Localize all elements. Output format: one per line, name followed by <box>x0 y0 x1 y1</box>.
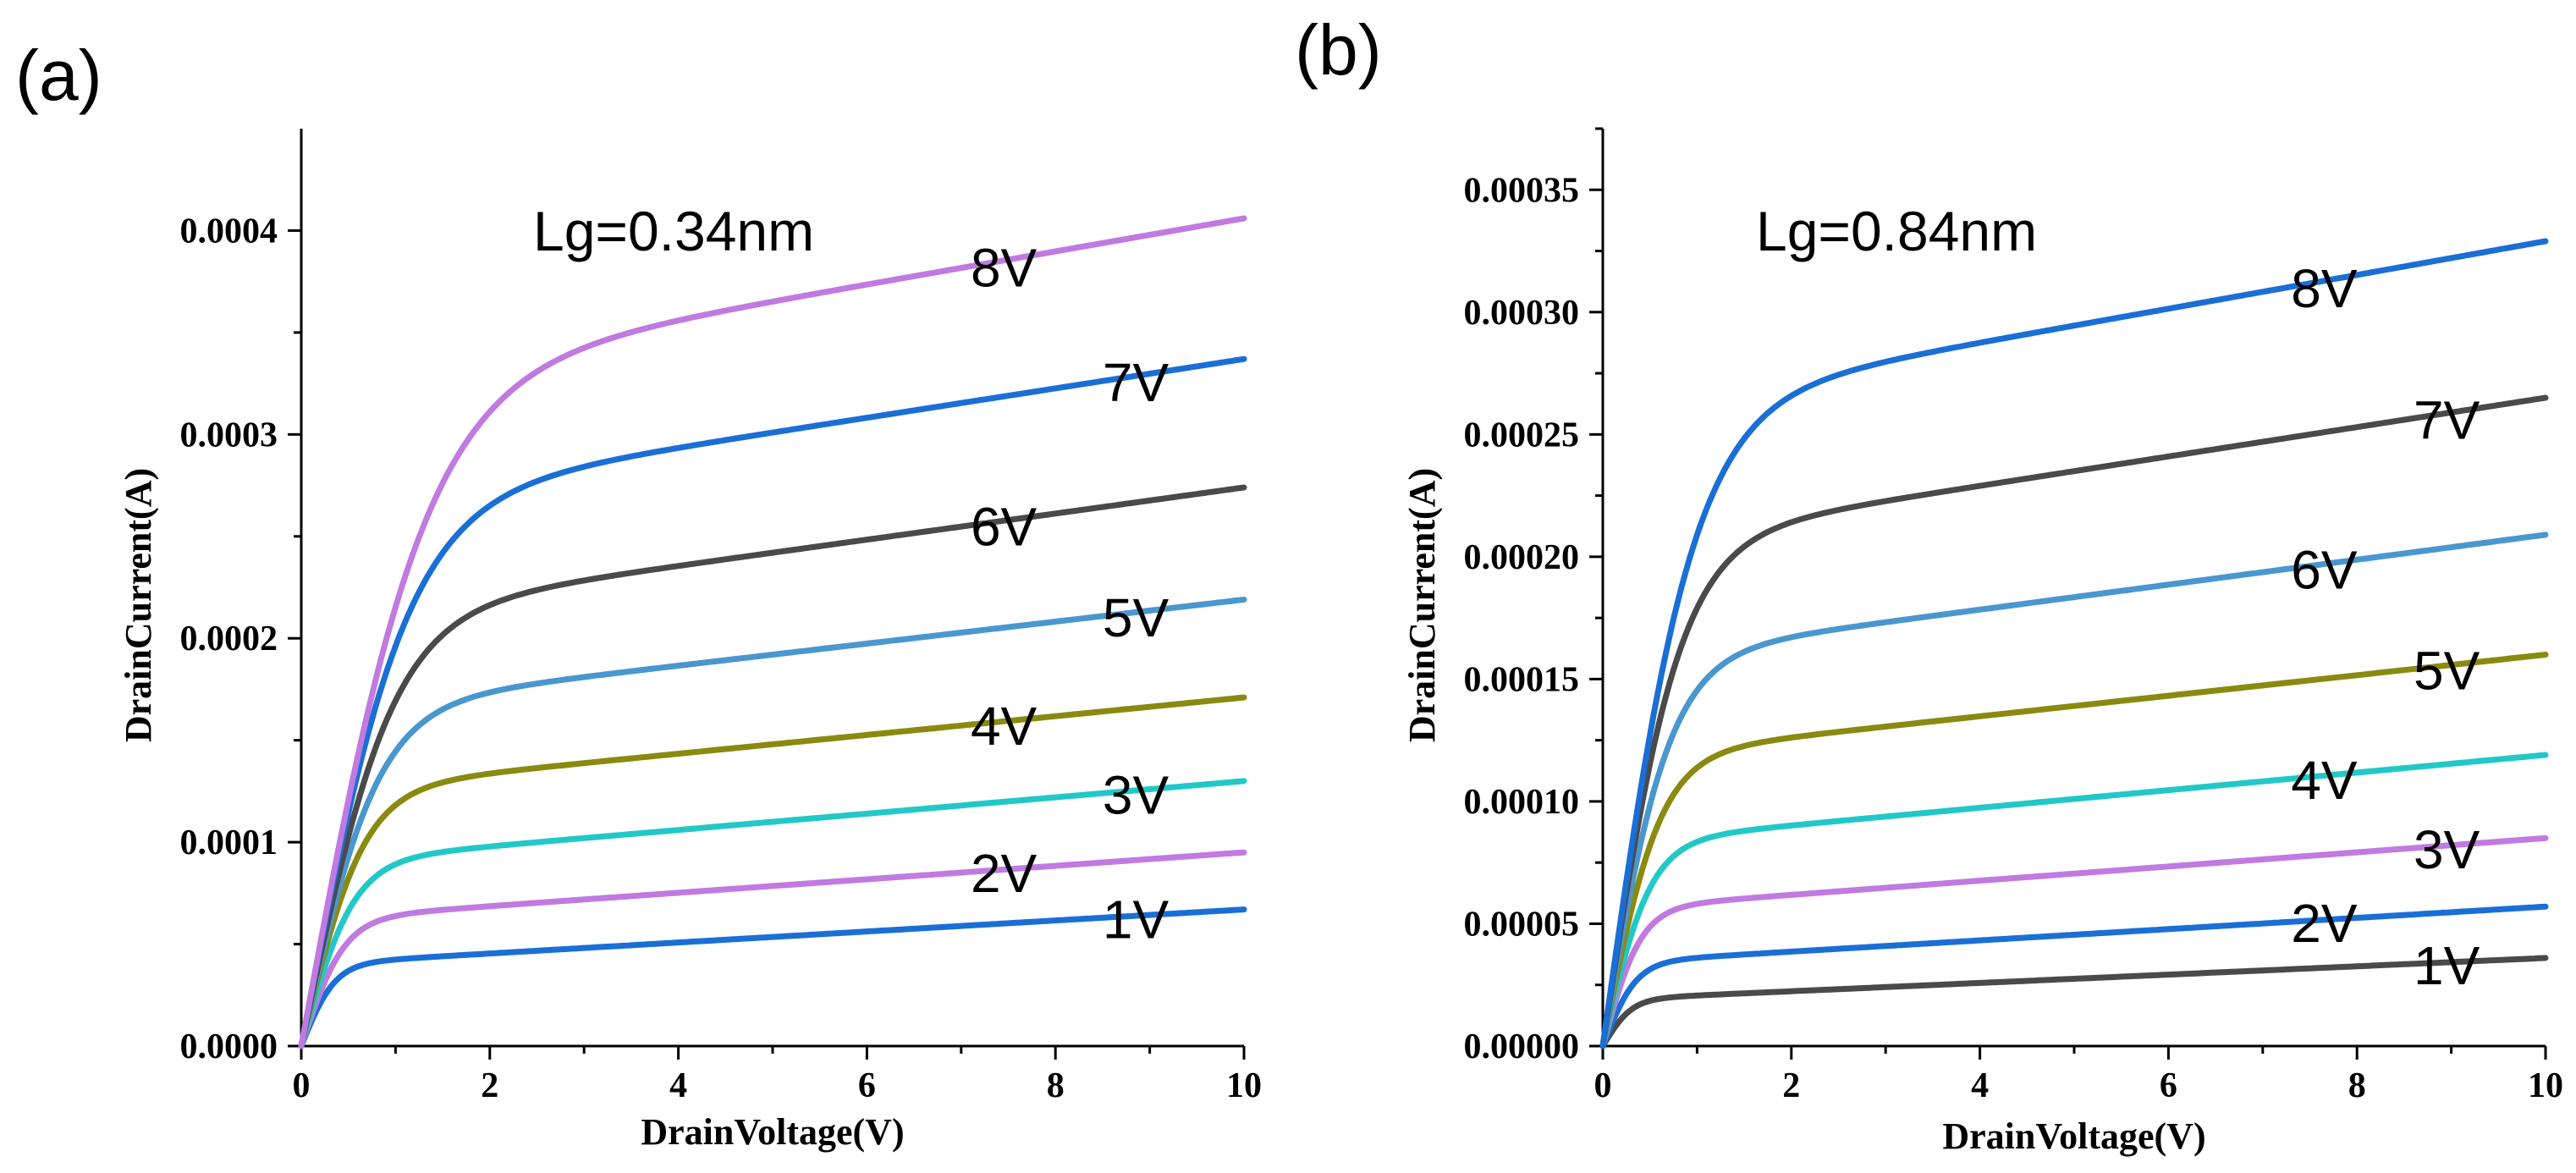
series-line-1V <box>298 906 1247 1049</box>
x-tick-label: 8 <box>2348 1066 2366 1105</box>
x-tick-label: 0 <box>1594 1066 1612 1105</box>
series-label-2V: 2V <box>2291 893 2358 954</box>
series-label-5V: 5V <box>2414 640 2480 701</box>
panel-b-series-labels: 1V 2V 3V 4V 5V 6V 7V 8V <box>2291 258 2480 996</box>
panel-a-annotation: Lg=0.34nm <box>533 200 814 262</box>
y-tick-label: 0.0004 <box>180 212 278 251</box>
x-tick-label: 0 <box>293 1066 311 1105</box>
series-line-4V <box>1599 752 2549 1049</box>
y-tick-label: 0.0001 <box>180 823 278 862</box>
series-line-5V <box>298 597 1247 1049</box>
panel-a: (a) 0 2 4 6 8 10 0.0000 0.0001 0.0002 0.0003 0.000… <box>15 36 1262 1153</box>
series-label-7V: 7V <box>1103 352 1170 413</box>
series-label-5V: 5V <box>1103 587 1170 648</box>
series-line-4V <box>298 694 1247 1049</box>
x-tick-label: 4 <box>1971 1066 1989 1105</box>
panel-a-axes: 0 2 4 6 8 10 0.0000 0.0001 0.0002 0.0003 0.0004 <box>180 129 1262 1105</box>
y-tick-label: 0.0002 <box>180 620 278 658</box>
y-tick-label: 0.0003 <box>180 416 278 454</box>
series-label-8V: 8V <box>2291 258 2358 319</box>
panel-b: (b) 0 2 4 6 8 100.000000.000050.000100.000150… <box>1295 10 2563 1157</box>
series-label-6V: 6V <box>2291 540 2358 601</box>
series-line-1V <box>1599 955 2549 1049</box>
series-line-6V <box>1599 531 2549 1049</box>
x-tick-label: 2 <box>1782 1066 1800 1105</box>
y-tick-label: 0.0000 <box>180 1027 278 1066</box>
x-tick-label: 6 <box>2160 1066 2177 1105</box>
series-line-7V <box>1599 394 2549 1049</box>
y-tick-label: 0.00030 <box>1464 294 1580 333</box>
series-label-6V: 6V <box>971 497 1038 558</box>
series-label-1V: 1V <box>2414 935 2480 996</box>
panel-b-x-axis-title: DrainVoltage(V) <box>1942 1115 2205 1157</box>
series-line-3V <box>1599 834 2549 1049</box>
series-label-3V: 3V <box>2414 819 2480 880</box>
series-label-4V: 4V <box>971 696 1038 757</box>
panel-b-annotation: Lg=0.84nm <box>1756 200 2037 262</box>
panel-a-x-axis-title: DrainVoltage(V) <box>641 1111 904 1153</box>
series-line-6V <box>298 484 1247 1049</box>
panel-b-y-axis-title: DrainCurrent(A) <box>1401 468 1443 742</box>
panel-b-label: (b) <box>1295 10 1382 90</box>
series-line-2V <box>298 849 1247 1049</box>
x-tick-label: 10 <box>1226 1066 1262 1105</box>
series-line-8V <box>298 215 1247 1049</box>
panel-b-curves <box>1599 238 2549 1049</box>
series-line-8V <box>1599 238 2549 1049</box>
x-tick-label: 2 <box>481 1066 498 1105</box>
panel-a-curves <box>298 215 1247 1049</box>
series-line-7V <box>298 355 1247 1049</box>
y-tick-label: 0.00020 <box>1464 538 1580 577</box>
series-label-7V: 7V <box>2414 389 2480 450</box>
series-label-8V: 8V <box>971 238 1038 299</box>
panel-b-axes: 0 2 4 6 8 10 0.00000 0.00005 0.00010 0.00015 0.000… <box>1464 127 2563 1105</box>
panel-a-label: (a) <box>15 36 102 115</box>
x-tick-label: 8 <box>1047 1066 1065 1105</box>
series-label-2V: 2V <box>971 843 1038 904</box>
series-line-2V <box>1599 903 2549 1049</box>
panel-a-y-axis-title: DrainCurrent(A) <box>118 468 159 742</box>
x-tick-label: 10 <box>2528 1066 2563 1105</box>
y-tick-label: 0.00035 <box>1464 171 1580 210</box>
series-label-3V: 3V <box>1103 764 1170 825</box>
y-tick-label: 0.00000 <box>1464 1027 1580 1066</box>
series-label-4V: 4V <box>2291 750 2358 811</box>
panel-a-series-labels: 1V 2V 3V 4V 5V 6V 7V 8V <box>971 238 1170 950</box>
series-line-3V <box>298 778 1247 1049</box>
x-tick-label: 4 <box>669 1066 687 1105</box>
x-tick-label: 6 <box>858 1066 876 1105</box>
y-tick-label: 0.00015 <box>1464 660 1580 699</box>
series-line-5V <box>1599 652 2549 1049</box>
y-tick-label: 0.00005 <box>1464 905 1580 944</box>
y-tick-label: 0.00010 <box>1464 783 1580 822</box>
y-tick-label: 0.00025 <box>1464 416 1580 454</box>
series-label-1V: 1V <box>1103 889 1170 950</box>
